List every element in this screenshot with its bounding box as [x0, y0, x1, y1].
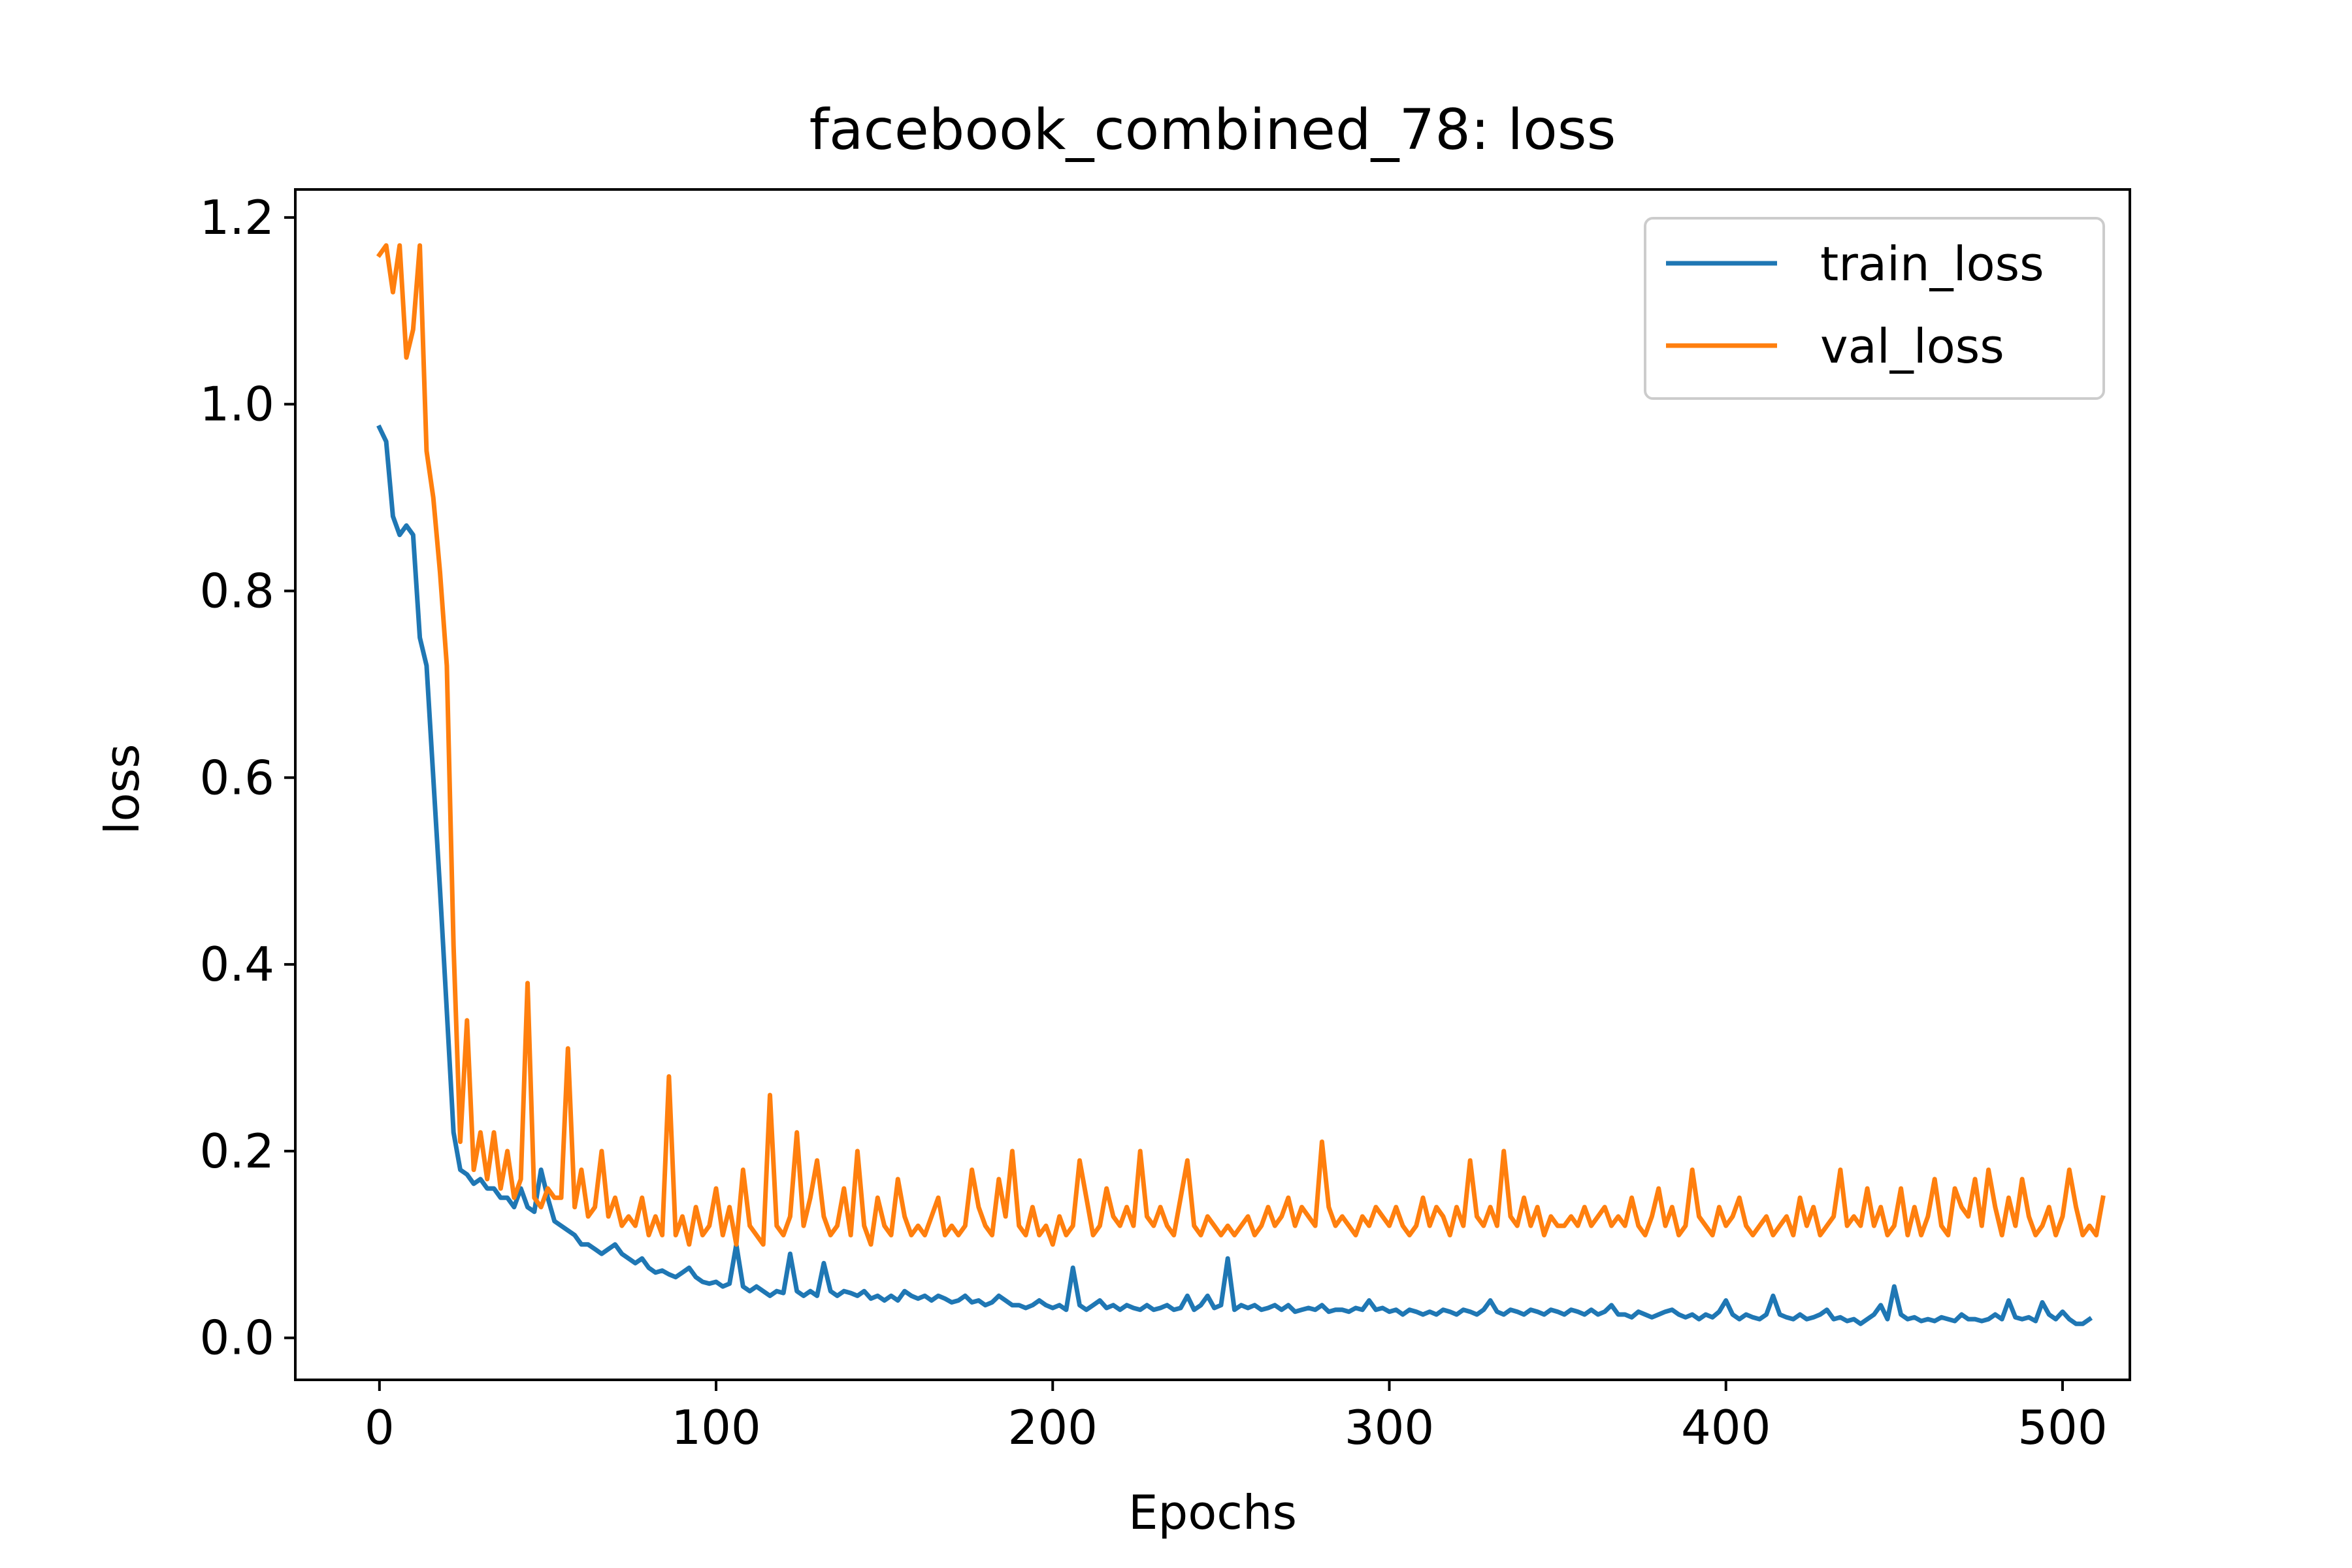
y-tick-label: 0.6	[199, 750, 274, 805]
series-line-train-loss	[376, 424, 2093, 1326]
x-tick-label: 200	[1008, 1400, 1098, 1455]
y-tick-label: 0.0	[199, 1311, 274, 1365]
series-layer	[376, 243, 2106, 1326]
x-tick-label: 100	[671, 1400, 760, 1455]
y-tick-label: 1.0	[199, 377, 274, 432]
legend: train_loss val_loss	[1644, 217, 2105, 400]
legend-label-val-loss: val_loss	[1820, 319, 2004, 374]
series-line-val-loss	[376, 243, 2106, 1247]
y-tick-label: 1.2	[199, 190, 274, 245]
x-tick-label: 300	[1345, 1400, 1434, 1455]
x-axis-ticks: 0 100 200 300 400 500	[365, 1380, 2108, 1455]
axes-frame	[294, 188, 2131, 1381]
y-tick-label: 0.2	[199, 1124, 274, 1179]
x-tick-label: 400	[1681, 1400, 1771, 1455]
x-tick-label: 500	[2017, 1400, 2107, 1455]
y-axis-ticks: 0.0 0.2 0.4 0.6 0.8 1.0 1.2	[199, 190, 295, 1365]
legend-label-train-loss: train_loss	[1820, 237, 2044, 291]
chart-title: facebook_combined_78: loss	[809, 97, 1616, 163]
y-tick-label: 0.8	[199, 563, 274, 618]
x-tick-label: 0	[365, 1400, 395, 1455]
y-axis-label: loss	[95, 743, 150, 834]
y-tick-label: 0.4	[199, 937, 274, 992]
x-axis-label: Epochs	[1128, 1485, 1297, 1540]
